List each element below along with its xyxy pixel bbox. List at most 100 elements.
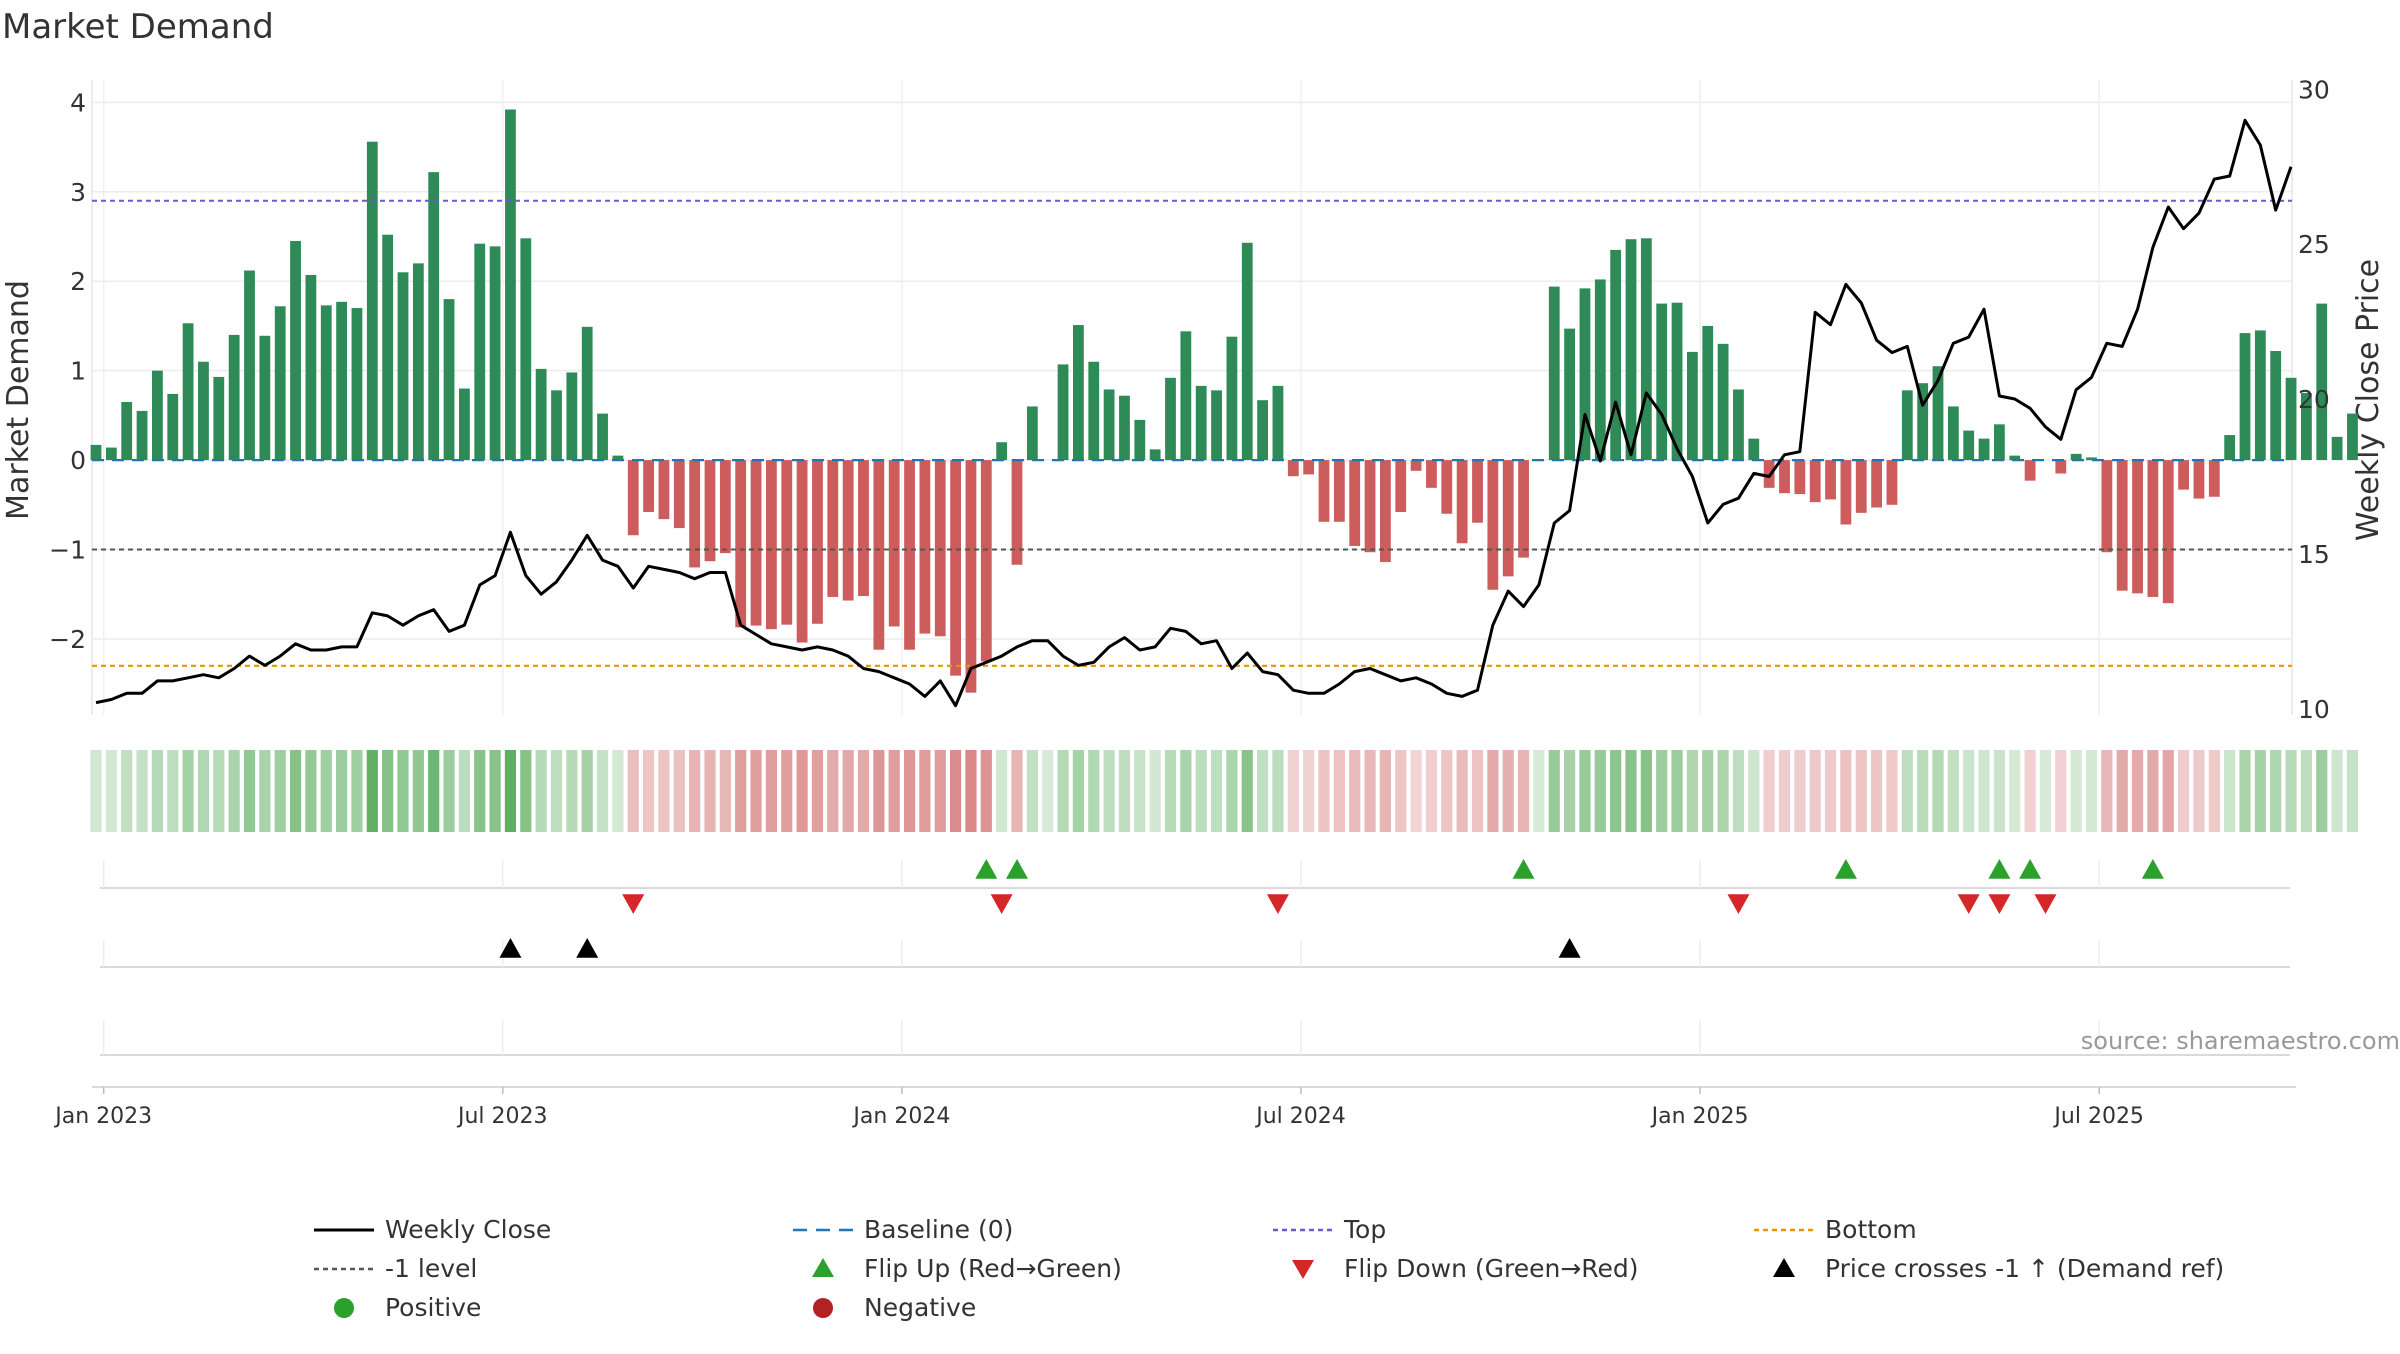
legend-swatch-flip-up: [812, 1258, 834, 1277]
strip-cell: [1656, 750, 1668, 832]
positive-bar: [612, 455, 624, 461]
strip-cell: [1901, 750, 1913, 832]
strip-cell: [1379, 750, 1391, 832]
strip-cell: [274, 750, 286, 832]
strip-cell: [2101, 750, 2113, 832]
strip-cell: [2039, 750, 2052, 832]
strip-cell: [428, 750, 440, 832]
strip-cell: [1180, 750, 1192, 832]
legend-label-positive: Positive: [385, 1293, 481, 1322]
negative-bar: [1364, 460, 1376, 553]
strip-cell: [1441, 750, 1453, 832]
positive-bar: [1226, 336, 1238, 461]
positive-bar: [1579, 288, 1591, 461]
strip-cell: [289, 750, 302, 832]
negative-bar: [2208, 460, 2220, 497]
x-tick-label: Jul 2024: [1254, 1104, 1346, 1129]
strip-cell: [458, 750, 470, 832]
strip-cell: [2193, 750, 2205, 832]
negative-bar: [1487, 460, 1499, 590]
positive-bar: [244, 270, 255, 461]
positive-bar: [90, 444, 102, 461]
strip-cell: [1026, 750, 1038, 832]
strip-cell: [1917, 750, 1929, 832]
legend-label-negative: Negative: [864, 1293, 976, 1322]
strip-cell: [1794, 750, 1806, 832]
negative-bar: [1809, 460, 1821, 503]
flip-up-marker: [1988, 859, 2011, 879]
positive-bar: [1917, 383, 1929, 461]
x-tick-label: Jan 2025: [1650, 1104, 1749, 1129]
strip-cell: [1564, 750, 1576, 832]
negative-bar: [2055, 460, 2067, 474]
negative-bar: [2024, 460, 2036, 481]
y-tick-label: 1: [70, 357, 86, 386]
positive-bar: [2086, 457, 2097, 461]
y-tick-label: 2: [70, 267, 86, 296]
legend-label-bottom: Bottom: [1825, 1215, 1917, 1244]
positive-bar: [167, 393, 179, 461]
positive-bar: [1671, 302, 1683, 461]
negative-bar: [1794, 460, 1806, 495]
strip-cell: [2178, 750, 2190, 832]
price-cross-marker: [499, 938, 522, 958]
positive-bar: [1610, 249, 1622, 461]
strip-cell: [1702, 750, 1714, 832]
strip-cell: [1303, 750, 1315, 832]
legend-swatch-positive: [334, 1298, 354, 1318]
negative-bar: [2162, 460, 2174, 604]
y2-tick-label: 25: [2298, 230, 2330, 259]
close-line: [95, 118, 2293, 708]
positive-bar: [351, 308, 363, 461]
strip-cell: [2270, 750, 2282, 832]
positive-bar: [1149, 449, 1161, 461]
strip-cell: [2300, 750, 2312, 832]
flip-down-marker: [622, 894, 645, 914]
negative-bar: [904, 460, 915, 650]
negative-bar: [735, 460, 747, 628]
negative-bar: [627, 460, 639, 536]
negative-bar: [842, 460, 854, 601]
strip-cell: [2116, 750, 2128, 832]
strip-cell: [1932, 750, 1944, 832]
strip-cell: [888, 750, 900, 832]
strip-cell: [765, 750, 777, 832]
positive-bar: [2316, 303, 2328, 461]
strip-cell: [719, 750, 731, 832]
legend-label-weekly-close: Weekly Close: [385, 1215, 551, 1244]
strip-cell: [996, 750, 1008, 832]
flip-up-marker: [1006, 859, 1028, 879]
strip-cell: [1502, 750, 1514, 832]
legend-label-flip-up: Flip Up (Red→Green): [864, 1254, 1122, 1283]
strip-cell: [1871, 750, 1883, 832]
strip-cell: [382, 750, 394, 832]
flip-up-marker: [1834, 859, 1857, 879]
strip-cell: [1809, 750, 1821, 832]
strip-cell: [1072, 750, 1084, 832]
strip-cell: [305, 750, 317, 832]
strip-cell: [934, 750, 946, 832]
source-note: source: sharemaestro.com: [2081, 1027, 2400, 1055]
negative-bar: [689, 460, 701, 568]
positive-bar: [474, 243, 486, 461]
x-tick-label: Jul 2025: [2052, 1104, 2144, 1129]
negative-bar: [2147, 460, 2159, 597]
strip-cell: [2024, 750, 2036, 832]
positive-bar: [520, 238, 532, 461]
positive-bar: [443, 299, 455, 461]
positive-bar: [1272, 385, 1284, 461]
positive-bar: [2070, 453, 2082, 461]
strip-cell: [1456, 750, 1468, 832]
strip-cell: [827, 750, 839, 832]
strip-cell: [2239, 750, 2251, 832]
negative-bar: [750, 460, 762, 626]
strip-cell: [1671, 750, 1683, 832]
strip-cell: [1778, 750, 1791, 832]
reference-lines: [92, 199, 2292, 667]
x-tick-label: Jan 2023: [53, 1104, 152, 1129]
strip-cell: [1947, 750, 1959, 832]
strip-cell: [2085, 750, 2098, 832]
strip-cell: [474, 750, 486, 832]
positive-bar: [1088, 361, 1100, 461]
strip-cell: [1824, 750, 1837, 832]
